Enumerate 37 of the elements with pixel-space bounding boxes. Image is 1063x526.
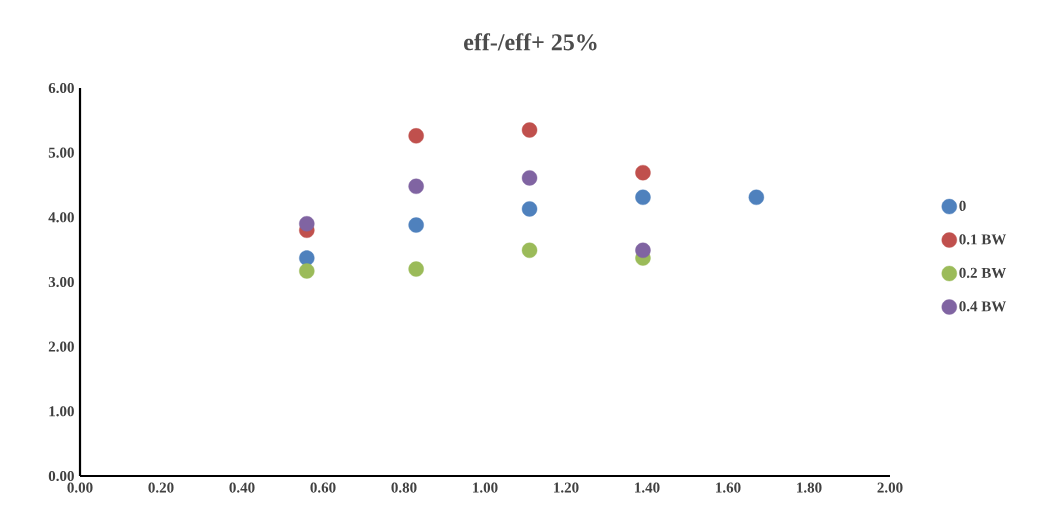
x-tick-label: 1.80: [797, 482, 822, 493]
point: [408, 128, 424, 144]
point: [748, 189, 765, 205]
x-tick-label: 1.60: [716, 482, 741, 493]
x-tick-label: 2.00: [877, 482, 903, 493]
x-tick-label: 0.80: [391, 482, 417, 493]
point: [521, 201, 538, 217]
x-tick-label: 0.60: [310, 482, 336, 493]
point: [299, 263, 315, 279]
point: [408, 261, 424, 277]
point: [521, 242, 538, 259]
x-tick-label: 1.20: [554, 482, 579, 493]
y-tick-label: 6.00: [48, 82, 74, 94]
point: [521, 170, 538, 186]
point: [635, 165, 651, 181]
y-tick-label: 0.00: [48, 470, 74, 482]
x-tick-label: 1.40: [635, 482, 660, 493]
y-tick-label: 1.00: [49, 406, 74, 417]
point: [299, 216, 315, 232]
point: [408, 217, 424, 233]
x-tick-label: 0.20: [148, 482, 174, 493]
y-tick-label: 2.00: [48, 341, 74, 352]
point: [408, 178, 424, 194]
y-tick-label: 5.00: [48, 147, 74, 158]
point: [635, 189, 651, 205]
point: [521, 122, 538, 138]
x-tick-label: 1.00: [473, 482, 498, 493]
y-tick-label: 3.00: [48, 276, 74, 288]
x-tick-label: 0.00: [67, 482, 93, 493]
legend-label: 0.2 BW: [959, 267, 1007, 278]
legend-label: 0: [959, 200, 966, 211]
legend-label: 0.4 BW: [959, 301, 1007, 312]
point: [635, 242, 651, 259]
y-tick-label: 4.00: [48, 212, 74, 223]
x-tick-label: 0.40: [229, 482, 255, 493]
legend-label: 0.1 BW: [959, 234, 1007, 245]
chart-title: eff-/eff+ 25%: [464, 33, 597, 51]
